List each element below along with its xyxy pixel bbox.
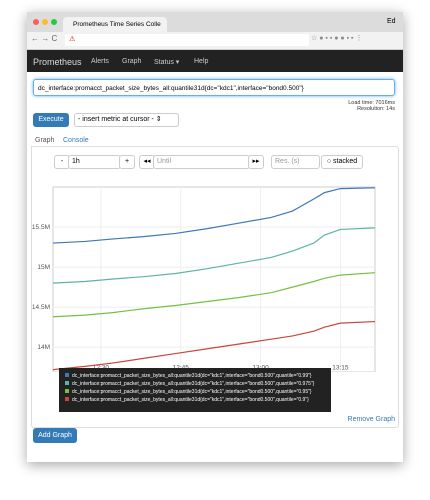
- range-input[interactable]: 1h: [68, 155, 121, 169]
- legend-label: dc_interface:promacct_packet_size_bytes_…: [72, 389, 312, 395]
- x-tick-label: 13:15: [332, 365, 349, 372]
- tab-console[interactable]: Console: [63, 137, 89, 144]
- load-time: Load time: 7016ms: [348, 100, 395, 106]
- tab-graph[interactable]: Graph: [35, 137, 55, 144]
- brand[interactable]: Prometheus: [33, 57, 82, 67]
- y-tick-label: 14.5M: [32, 304, 50, 311]
- stacked-button[interactable]: ○ stacked: [321, 155, 363, 169]
- legend-entry[interactable]: dc_interface:promacct_packet_size_bytes_…: [65, 396, 325, 404]
- nav-buttons[interactable]: ← → C: [31, 34, 58, 43]
- time-forward[interactable]: ▸▸: [248, 155, 264, 169]
- legend-swatch: [65, 381, 69, 385]
- legend-entry[interactable]: dc_interface:promacct_packet_size_bytes_…: [65, 380, 325, 388]
- nav-link[interactable]: Graph: [122, 58, 142, 65]
- y-tick-label: 15M: [37, 264, 50, 271]
- resolution: Resolution: 14s: [357, 106, 395, 112]
- until-input[interactable]: Until: [153, 155, 250, 169]
- legend: dc_interface:promacct_packet_size_bytes_…: [59, 368, 331, 412]
- execute-button[interactable]: Execute: [33, 113, 69, 127]
- tab[interactable]: Prometheus Time Series Colle: [63, 17, 167, 32]
- metric-select[interactable]: - insert metric at cursor - ⇕: [74, 113, 179, 127]
- series-line: [52, 187, 376, 244]
- extensions[interactable]: ☆ ● ▪ ▪ ● ● ▪ ▪ ⋮: [311, 35, 363, 42]
- maximize[interactable]: [51, 19, 57, 25]
- range-minus[interactable]: -: [54, 155, 70, 169]
- series-line: [52, 320, 376, 371]
- legend-label: dc_interface:promacct_packet_size_bytes_…: [72, 381, 315, 387]
- y-tick-label: 15.5M: [32, 224, 50, 231]
- legend-entry[interactable]: dc_interface:promacct_packet_size_bytes_…: [65, 388, 325, 396]
- nav-link[interactable]: Help: [194, 58, 209, 65]
- y-tick-label: 14M: [37, 344, 50, 351]
- legend-entry[interactable]: dc_interface:promacct_packet_size_bytes_…: [65, 372, 325, 380]
- legend-swatch: [65, 389, 69, 393]
- legend-label: dc_interface:promacct_packet_size_bytes_…: [72, 373, 312, 379]
- legend-swatch: [65, 397, 69, 401]
- legend-swatch: [65, 373, 69, 377]
- graph-panel: [31, 146, 399, 428]
- query-info: Load time: 7016ms Resolution: 14s: [348, 100, 395, 112]
- tab-title: Prometheus Time Series Colle: [73, 21, 161, 28]
- remove-graph[interactable]: Remove Graph: [347, 416, 395, 423]
- nav-link[interactable]: Status ▾: [154, 59, 180, 66]
- legend-label: dc_interface:promacct_packet_size_bytes_…: [72, 397, 309, 403]
- url-field[interactable]: ⚠: [65, 34, 309, 46]
- navbar: [27, 50, 403, 72]
- close[interactable]: [33, 19, 39, 25]
- browser-window: Prometheus Time Series Colle Ed ← → C ⚠ …: [27, 12, 403, 462]
- user: Ed: [387, 18, 396, 25]
- metric-select-text: - insert metric at cursor -: [78, 116, 154, 123]
- expression: dc_interface:promacct_packet_size_bytes_…: [38, 85, 304, 92]
- series-line: [52, 272, 376, 318]
- minimize[interactable]: [42, 19, 48, 25]
- add-graph[interactable]: Add Graph: [33, 428, 77, 443]
- res-input[interactable]: Res. (s): [271, 155, 320, 169]
- range-plus[interactable]: +: [119, 155, 135, 169]
- series-line: [52, 227, 376, 284]
- expression-input[interactable]: dc_interface:promacct_packet_size_bytes_…: [33, 79, 395, 96]
- stacked-label: stacked: [333, 158, 358, 165]
- nav-link[interactable]: Alerts: [91, 58, 109, 65]
